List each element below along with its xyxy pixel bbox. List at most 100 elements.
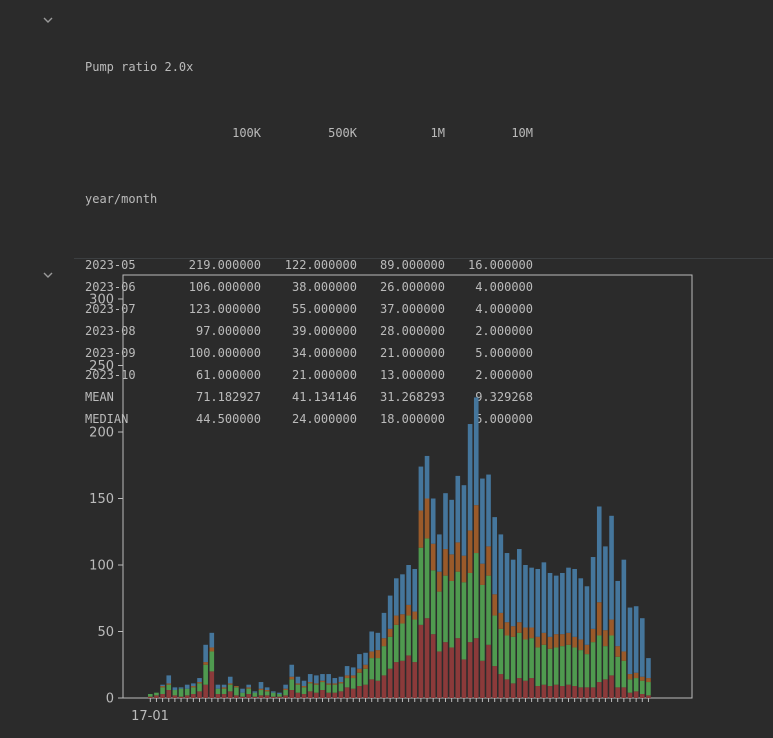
table-row: MEDIAN 44.500000 24.000000 18.000000 5.00000… — [85, 408, 533, 430]
column-header: 10M — [511, 126, 533, 140]
bar-segment — [369, 658, 374, 680]
bar-segment — [227, 676, 233, 684]
bar-segment — [307, 683, 313, 692]
y-tick-label: 50 — [97, 625, 114, 640]
table-cell: 5.000000 — [475, 346, 533, 360]
bar-segment — [387, 636, 393, 669]
bar-segment — [184, 684, 190, 689]
bar-segment — [517, 678, 522, 698]
bar-segment — [560, 572, 565, 635]
bar-segment — [197, 678, 202, 683]
bar-segment — [277, 694, 282, 697]
bar-segment — [615, 687, 620, 698]
bar-segment — [578, 639, 584, 651]
column-header: 100K — [232, 126, 261, 140]
bar-segment — [338, 682, 344, 684]
bar-segment — [209, 671, 215, 698]
bar-segment — [535, 568, 541, 637]
bar-segment — [326, 684, 331, 693]
bar-segment — [578, 650, 584, 688]
bar-segment — [541, 684, 547, 698]
bar-segment — [510, 683, 516, 698]
bar-segment — [344, 678, 350, 688]
bar-segment — [566, 644, 571, 685]
bar-segment — [369, 631, 374, 652]
bar-segment — [387, 628, 393, 637]
bar-segment — [191, 686, 196, 688]
table-cell: 61.000000 — [195, 368, 261, 382]
chevron-down-icon[interactable] — [40, 12, 56, 28]
bar-segment — [498, 628, 504, 675]
bar-segment — [578, 687, 584, 698]
table-cell: 122.000000 — [284, 258, 357, 272]
bar-segment — [437, 571, 442, 592]
bar-segment — [332, 692, 338, 698]
bar-segment — [283, 695, 288, 698]
bar-segment — [603, 679, 608, 698]
bar-segment — [486, 644, 491, 698]
bar-segment — [473, 505, 479, 554]
bar-segment — [344, 666, 350, 676]
bar-segment — [498, 674, 504, 698]
bar-segment — [455, 638, 461, 698]
bar-segment — [430, 498, 436, 544]
bar-segment — [406, 655, 411, 698]
bar-segment — [449, 499, 454, 555]
bar-segment — [160, 686, 165, 688]
bar-segment — [560, 686, 565, 698]
bar-segment — [609, 619, 614, 636]
bar-segment — [449, 580, 454, 648]
bar-segment — [572, 568, 577, 637]
bar-segment — [191, 694, 196, 698]
bar-segment — [357, 654, 362, 669]
bar-segment — [455, 542, 461, 572]
bar-segment — [615, 656, 620, 688]
table-cell: 38.000000 — [291, 280, 357, 294]
bar-segment — [467, 642, 473, 698]
bar-segment — [418, 466, 424, 511]
bar-segment — [369, 651, 374, 659]
bar-segment — [381, 612, 387, 639]
table-cell: 34.000000 — [291, 346, 357, 360]
bar-segment — [234, 686, 239, 688]
chevron-down-icon[interactable] — [40, 267, 56, 283]
bar-segment — [289, 676, 295, 680]
bar-segment — [264, 695, 270, 698]
bar-segment — [510, 559, 516, 627]
bar-segment — [301, 687, 307, 695]
bar-segment — [375, 680, 381, 698]
bar-segment — [258, 688, 264, 691]
bar-segment — [492, 517, 497, 595]
bar-segment — [529, 678, 534, 698]
bar-segment — [627, 607, 633, 675]
bar-segment — [203, 684, 208, 698]
y-tick-label: 250 — [89, 359, 114, 374]
bar-segment — [430, 634, 436, 698]
bar-segment — [461, 485, 467, 556]
table-cell: 55.000000 — [291, 302, 357, 316]
bar-segment — [221, 688, 227, 695]
bar-segment — [234, 695, 239, 698]
bar-segment — [553, 684, 559, 698]
bar-segment — [301, 680, 307, 687]
bar-segment — [197, 683, 202, 692]
x-tick-label: 17-01 — [131, 709, 169, 724]
bar-segment — [363, 664, 368, 669]
bar-segment — [486, 575, 491, 645]
table-cell: 16.000000 — [467, 258, 533, 272]
bar-segment — [578, 578, 584, 640]
bar-segment — [584, 687, 590, 698]
bar-segment — [406, 604, 411, 616]
bar-segment — [430, 570, 436, 635]
bar-segment — [338, 676, 344, 683]
bar-segment — [283, 684, 288, 689]
table-cell: 21.000000 — [291, 368, 357, 382]
bar-segment — [375, 658, 381, 681]
bar-segment — [227, 684, 233, 692]
table-row: 2023-05 219.000000 122.000000 89.000000 16.0… — [85, 254, 533, 276]
bar-segment — [412, 611, 418, 620]
bar-segment — [473, 397, 479, 506]
bar-segment — [627, 692, 633, 698]
bar-segment — [517, 549, 522, 623]
bar-segment — [344, 675, 350, 679]
